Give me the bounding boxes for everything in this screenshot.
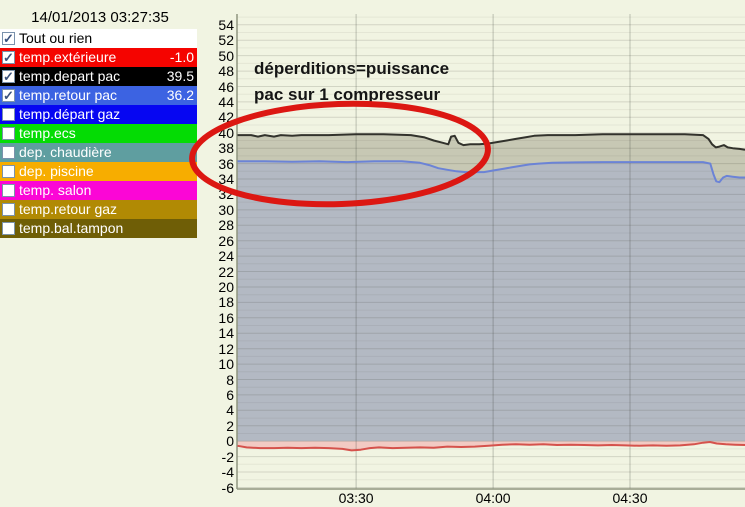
legend-item-label: dep. chaudière <box>19 144 112 160</box>
legend-item-value: 36.2 <box>166 87 194 103</box>
legend-item-label: temp.départ gaz <box>19 106 121 122</box>
series-line-temp-ext-rieure <box>237 441 745 452</box>
y-tick-label: 32 <box>218 186 234 203</box>
legend-item-label: temp.retour pac <box>19 87 118 103</box>
legend-row-temp-d-part-gaz[interactable]: temp.départ gaz <box>0 105 197 124</box>
annotation-text: déperditions=puissance pac sur 1 compres… <box>254 56 449 108</box>
legend-row-tout-ou-rien[interactable]: ✓ Tout ou rien <box>0 29 197 48</box>
y-tick-label: 6 <box>226 386 234 403</box>
legend-item-label: temp.depart pac <box>19 68 121 84</box>
y-tick-label: 16 <box>218 309 234 326</box>
y-tick-label: 30 <box>218 201 234 218</box>
legend-item-label: temp.ecs <box>19 125 76 141</box>
y-tick-label: 4 <box>226 402 234 419</box>
checkmark-icon: ✓ <box>3 69 14 84</box>
y-tick-label: 48 <box>218 63 234 80</box>
legend-item-label: temp.extérieure <box>19 49 117 65</box>
y-tick-label: 0 <box>226 433 234 450</box>
y-tick-label: 20 <box>218 279 234 295</box>
y-tick-label: 44 <box>218 93 234 110</box>
cursor-timestamp: 14/01/2013 03:27:35 <box>31 9 169 26</box>
y-tick-label: 54 <box>218 16 234 33</box>
legend-row-dep-piscine[interactable]: dep. piscine <box>0 162 197 181</box>
series-area-temp-retour-pac <box>237 161 745 442</box>
legend-item-value: 39.5 <box>166 68 194 84</box>
legend-item-label: temp.bal.tampon <box>19 220 124 236</box>
y-tick-label: 40 <box>218 124 234 141</box>
x-tick-label: 03:30 <box>338 490 374 506</box>
legend-checkbox[interactable] <box>2 127 15 140</box>
y-tick-label: 46 <box>218 78 234 95</box>
legend-row-temp-depart-pac[interactable]: ✓ temp.depart pac 39.5 <box>0 67 197 86</box>
y-tick-label: 38 <box>218 140 234 157</box>
x-tick-label: 04:00 <box>475 490 511 506</box>
y-tick-label: -4 <box>221 464 234 480</box>
y-tick-label: 52 <box>218 32 234 49</box>
legend-row-temp-salon[interactable]: temp. salon <box>0 181 197 200</box>
checkmark-icon: ✓ <box>3 50 14 65</box>
legend-item-label: temp.retour gaz <box>19 201 118 217</box>
legend-checkbox[interactable] <box>2 203 15 216</box>
series-legend: ✓ Tout ou rien ✓ temp.extérieure -1.0 ✓ temp.d… <box>0 29 197 238</box>
y-tick-label: 24 <box>218 248 234 265</box>
legend-item-label: Tout ou rien <box>19 30 93 46</box>
y-tick-label: 22 <box>218 263 234 280</box>
y-tick-label: 18 <box>218 294 234 311</box>
checkmark-icon: ✓ <box>3 88 14 103</box>
y-tick-label: 10 <box>218 356 234 373</box>
y-tick-label: 36 <box>218 155 234 172</box>
legend-checkbox[interactable]: ✓ <box>2 50 15 65</box>
legend-row-temp-retour-pac[interactable]: ✓ temp.retour pac 36.2 <box>0 86 197 105</box>
legend-item-label: dep. piscine <box>19 163 94 179</box>
legend-checkbox[interactable] <box>2 108 15 121</box>
y-tick-label: 34 <box>218 171 234 187</box>
legend-checkbox[interactable]: ✓ <box>2 88 15 103</box>
legend-checkbox[interactable]: ✓ <box>2 69 15 84</box>
y-tick-label: -2 <box>221 448 234 465</box>
y-tick-label: 2 <box>226 417 234 434</box>
legend-checkbox[interactable]: ✓ <box>2 31 15 46</box>
y-tick-label: -6 <box>221 479 234 496</box>
legend-checkbox[interactable] <box>2 222 15 235</box>
x-tick-label: 04:30 <box>612 490 648 506</box>
y-tick-label: 42 <box>218 109 234 126</box>
y-tick-label: 14 <box>218 325 234 342</box>
legend-checkbox[interactable] <box>2 146 15 159</box>
checkmark-icon: ✓ <box>3 31 14 46</box>
legend-row-temp-retour-gaz[interactable]: temp.retour gaz <box>0 200 197 219</box>
y-tick-label: 8 <box>226 371 234 388</box>
annotation-line1: déperditions=puissance <box>254 59 450 78</box>
annotation-line2: pac sur 1 compresseur <box>254 85 441 104</box>
legend-checkbox[interactable] <box>2 165 15 178</box>
y-tick-label: 28 <box>218 217 234 234</box>
legend-row-temp-ext-rieure[interactable]: ✓ temp.extérieure -1.0 <box>0 48 197 67</box>
legend-row-temp-ecs[interactable]: temp.ecs <box>0 124 197 143</box>
legend-row-dep-chaudi-re[interactable]: dep. chaudière <box>0 143 197 162</box>
y-tick-label: 12 <box>218 340 234 357</box>
y-tick-label: 50 <box>218 47 234 64</box>
legend-item-value: -1.0 <box>169 49 194 65</box>
legend-item-label: temp. salon <box>19 182 92 198</box>
legend-row-temp-bal-tampon[interactable]: temp.bal.tampon <box>0 219 197 238</box>
legend-checkbox[interactable] <box>2 184 15 197</box>
y-tick-label: 26 <box>218 232 234 249</box>
